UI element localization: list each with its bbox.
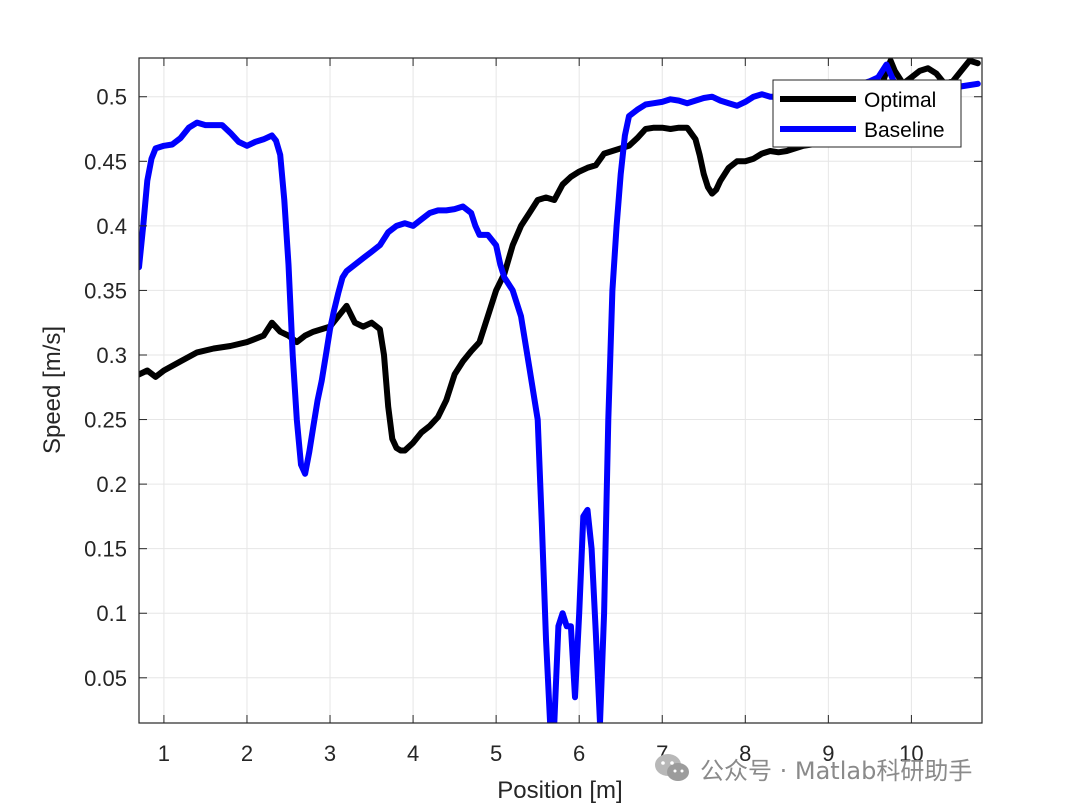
legend-label-optimal: Optimal: [864, 89, 936, 112]
x-tick-label: 10: [899, 741, 923, 766]
x-tick-label: 4: [407, 741, 419, 766]
x-tick-label: 5: [490, 741, 502, 766]
y-tick-label: 0.45: [84, 149, 127, 174]
x-tick-label: 2: [241, 741, 253, 766]
y-tick-label: 0.05: [84, 666, 127, 691]
watermark: 公众号 · Matlab科研助手: [652, 748, 972, 788]
legend: Optimal Baseline: [772, 79, 962, 148]
axis-ticks: 1 2 3 4 5 6 7 8 9 100.050.10.150.20.250.30.350.40…: [84, 58, 982, 766]
watermark-text: 公众号 · Matlab科研助手: [700, 756, 973, 785]
y-tick-label: 0.15: [84, 537, 127, 562]
legend-box: [772, 79, 962, 148]
y-tick-label: 0.4: [96, 214, 127, 239]
x-tick-label: 9: [822, 741, 834, 766]
x-tick-label: 6: [573, 741, 585, 766]
x-tick-label: 3: [324, 741, 336, 766]
axes-box: [138, 57, 983, 724]
x-axis-label: Position [m]: [497, 777, 622, 804]
y-tick-label: 0.35: [84, 278, 127, 303]
y-tick-label: 0.25: [84, 408, 127, 433]
wechat-icon: [655, 754, 689, 781]
legend-label-baseline: Baseline: [864, 119, 945, 142]
y-tick-label: 0.3: [96, 343, 127, 368]
x-tick-label: 8: [739, 741, 751, 766]
y-tick-label: 0.5: [96, 85, 127, 110]
x-tick-label: 1: [158, 741, 170, 766]
y-tick-label: 0.2: [96, 472, 127, 497]
y-axis-label: Speed [m/s]: [39, 326, 66, 454]
y-tick-label: 0.1: [96, 601, 127, 626]
